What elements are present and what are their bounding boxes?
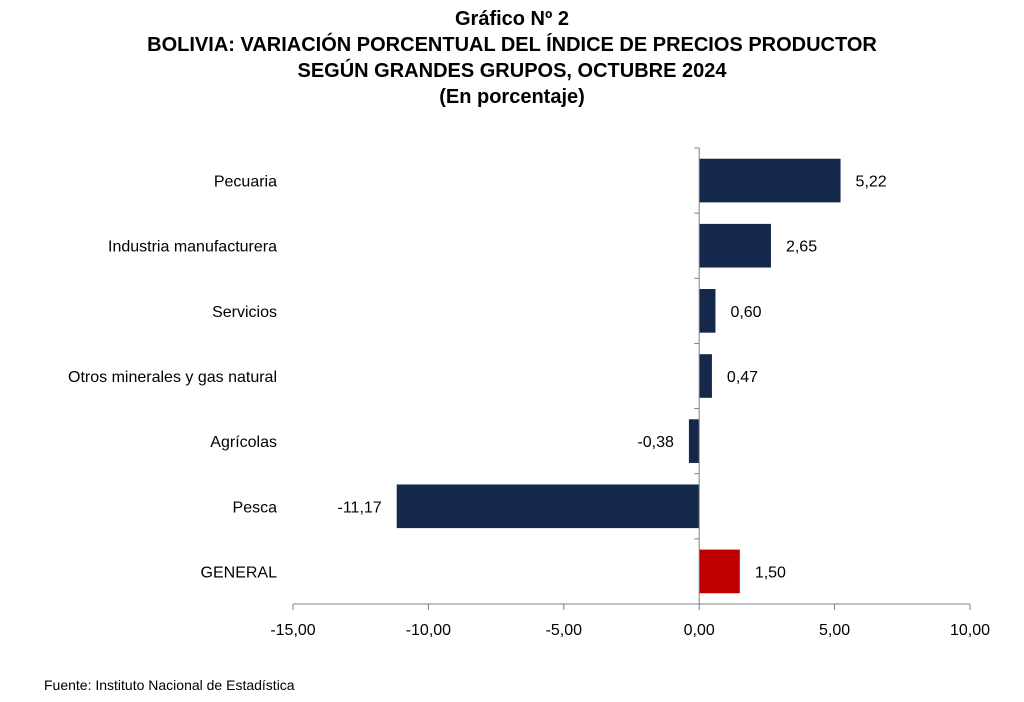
bar xyxy=(699,289,716,333)
x-tick-label: -5,00 xyxy=(546,622,583,639)
bar xyxy=(699,549,740,594)
data-label: 0,60 xyxy=(730,304,761,321)
category-label: GENERAL xyxy=(201,564,278,581)
x-tick-label: 10,00 xyxy=(950,622,990,639)
data-label: -11,17 xyxy=(338,499,382,516)
bar xyxy=(699,223,771,268)
category-label: Otros minerales y gas natural xyxy=(68,369,277,386)
data-label: 0,47 xyxy=(727,369,758,386)
x-tick-label: -10,00 xyxy=(406,622,451,639)
chart-title-line-1: BOLIVIA: VARIACIÓN PORCENTUAL DEL ÍNDICE… xyxy=(147,34,877,56)
category-label: Pesca xyxy=(233,499,278,516)
bar xyxy=(699,158,841,203)
chart-unit: (En porcentaje) xyxy=(439,86,585,108)
category-label: Servicios xyxy=(212,304,277,321)
x-tick-label: 5,00 xyxy=(819,622,850,639)
source-note: Fuente: Instituto Nacional de Estadístic… xyxy=(44,677,295,693)
data-label: 1,50 xyxy=(755,564,786,581)
bar xyxy=(688,419,700,463)
category-label: Pecuaria xyxy=(214,174,277,191)
data-label: 5,22 xyxy=(856,174,887,191)
category-label: Agrícolas xyxy=(210,434,277,451)
x-tick-label: 0,00 xyxy=(684,622,715,639)
figure-number: Gráfico Nº 2 xyxy=(454,8,569,30)
bar xyxy=(699,354,712,398)
data-label: -0,38 xyxy=(637,434,674,451)
category-label: Industria manufacturera xyxy=(108,239,277,256)
chart-title-block: Gráfico Nº 2 BOLIVIA: VARIACIÓN PORCENTU… xyxy=(0,6,1024,110)
data-label: 2,65 xyxy=(786,239,817,256)
chart-title-line-2: SEGÚN GRANDES GRUPOS, OCTUBRE 2024 xyxy=(297,60,727,82)
bar xyxy=(396,484,700,529)
x-tick-label: -15,00 xyxy=(270,622,315,639)
